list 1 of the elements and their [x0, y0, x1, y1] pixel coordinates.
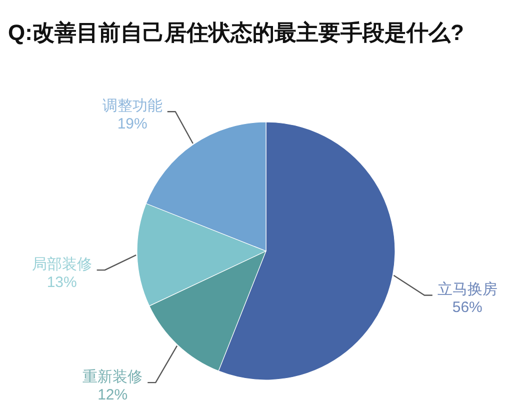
- title: Q:改善目前自己居住状态的最主要手段是什么?: [8, 20, 464, 45]
